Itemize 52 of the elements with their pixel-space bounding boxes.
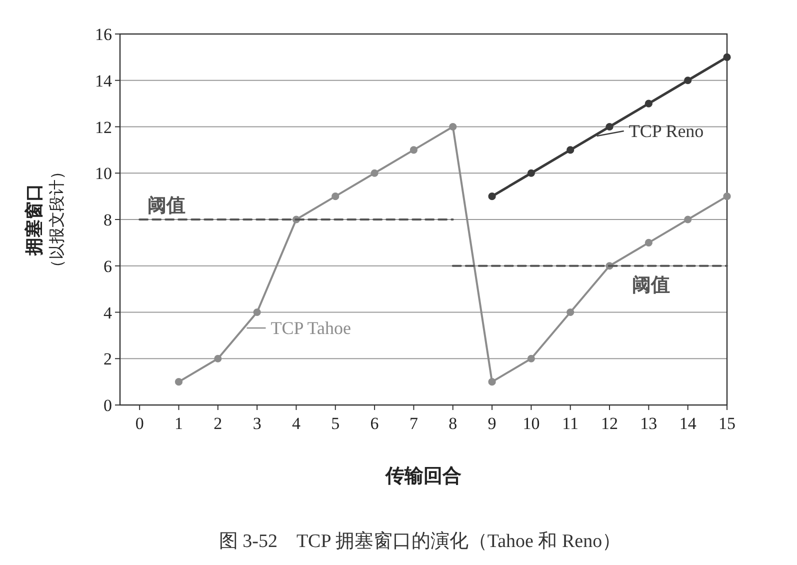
- x-tick-label: 8: [448, 414, 458, 433]
- point: [527, 169, 535, 177]
- point: [684, 76, 692, 84]
- point: [566, 308, 574, 316]
- point: [527, 354, 535, 362]
- y-tick-label: 12: [95, 118, 112, 137]
- x-tick-label: 2: [214, 414, 222, 433]
- point: [332, 192, 340, 200]
- point: [410, 146, 418, 154]
- point: [488, 192, 496, 200]
- series-label: 阈值: [632, 274, 670, 296]
- x-tick-label: 9: [488, 414, 496, 433]
- x-tick-label: 6: [370, 414, 379, 433]
- point: [214, 354, 222, 362]
- x-tick-label: 0: [135, 414, 144, 433]
- y-tick-label: 4: [104, 303, 112, 322]
- point: [644, 238, 652, 246]
- y-tick-label: 10: [95, 164, 112, 184]
- point: [488, 378, 496, 386]
- point: [606, 122, 614, 131]
- point: [253, 308, 261, 316]
- y-tick-label: 8: [104, 210, 112, 230]
- y-tick-label: 14: [95, 71, 112, 90]
- y-tick-label: 16: [95, 25, 112, 44]
- point: [723, 53, 731, 61]
- y-tick-label: 2: [104, 350, 112, 369]
- y-tick-label: 0: [104, 396, 112, 415]
- y-axis-title: 拥塞窗口（以报文段计）: [24, 164, 66, 276]
- x-tick-label: 7: [409, 414, 418, 433]
- x-tick-label: 12: [601, 414, 618, 433]
- point: [723, 192, 731, 200]
- x-tick-label: 3: [252, 414, 262, 433]
- legend-label: TCP Reno: [628, 121, 704, 142]
- legend-label: TCP Tahoe: [270, 318, 351, 338]
- x-tick-label: 15: [718, 414, 736, 433]
- point: [174, 378, 183, 386]
- point: [370, 169, 378, 177]
- x-tick-label: 13: [640, 414, 658, 433]
- x-tick-label: 1: [174, 414, 183, 433]
- x-tick-label: 10: [522, 414, 540, 433]
- x-tick-label: 11: [562, 414, 579, 433]
- x-tick-label: 4: [292, 414, 301, 433]
- caption: 图 3-52 TCP 拥塞窗口的演化（Tahoe 和 Reno）: [218, 530, 622, 552]
- x-tick-label: 14: [679, 414, 697, 433]
- x-axis-title: 传输回合: [384, 465, 462, 487]
- point: [566, 146, 574, 154]
- series-label: 阈值: [148, 194, 186, 216]
- point: [449, 122, 457, 131]
- point: [684, 216, 692, 224]
- y-tick-label: 6: [104, 256, 112, 276]
- point: [644, 100, 652, 108]
- x-tick-label: 5: [331, 414, 340, 433]
